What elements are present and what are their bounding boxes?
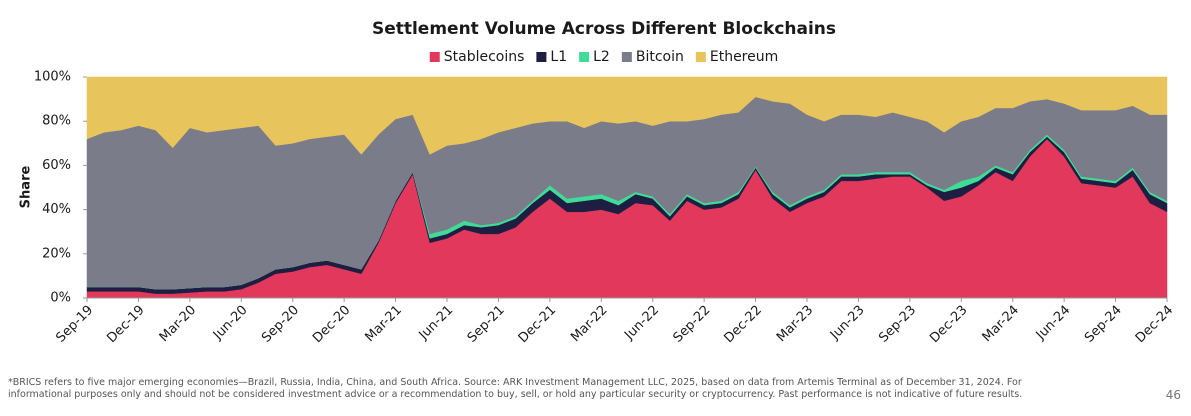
legend-label: L2 [593,49,610,65]
footnote: *BRICS refers to five major emerging eco… [8,377,1023,400]
y-axis-label: Share [19,166,34,209]
legend-swatch [429,52,440,62]
x-tick-label: Sep-24 [1082,303,1125,346]
area [86,76,1168,155]
x-tick-label: Dec-20 [310,303,353,346]
y-tick-label: 0% [50,291,71,306]
legend-label: Ethereum [710,49,778,65]
x-tick-label: Mar-21 [362,303,404,345]
legend-swatch [621,52,632,62]
y-tick-label: 80% [42,114,71,129]
x-tick-label: Dec-24 [1133,303,1176,346]
x-tick-label: Sep-21 [465,303,508,346]
x-tick-label: Sep-23 [876,303,919,346]
legend-swatch [579,52,590,62]
legend-label: Bitcoin [636,49,684,65]
y-tick-label: 60% [42,158,71,173]
x-tick-label: Sep-19 [53,303,96,346]
x-tick-label: Mar-23 [774,303,816,345]
legend-label: Stablecoins [444,49,525,65]
x-tick-label: Jun-24 [1033,303,1074,344]
x-tick-label: Mar-20 [157,303,199,345]
x-tick-label: Mar-24 [980,303,1022,345]
x-tick-label: Sep-20 [259,303,302,346]
legend-swatch [695,52,706,62]
x-tick-label: Jun-21 [416,303,457,344]
page-number: 46 [1165,388,1181,402]
x-tick-label: Sep-22 [670,303,713,346]
legend: Stablecoins L1 L2 Bitcoin Ethereum [429,49,778,65]
x-tick-label: Jun-23 [827,303,868,344]
x-tick-label: Dec-23 [927,303,970,346]
x-tick-label: Dec-21 [516,303,559,346]
x-tick-label: Mar-22 [568,303,610,345]
x-tick-label: Dec-19 [104,303,147,346]
chart-title: Settlement Volume Across Different Block… [372,19,836,39]
y-tick-label: 100% [34,70,71,85]
y-tick-label: 20% [42,246,71,261]
x-tick-label: Jun-22 [621,303,662,344]
x-tick-label: Jun-20 [210,303,251,344]
x-tick-label: Dec-22 [721,303,764,346]
y-tick-label: 40% [42,202,71,217]
chart: Settlement Volume Across Different Block… [19,19,1177,346]
legend-label: L1 [550,49,567,65]
legend-swatch [536,52,547,62]
